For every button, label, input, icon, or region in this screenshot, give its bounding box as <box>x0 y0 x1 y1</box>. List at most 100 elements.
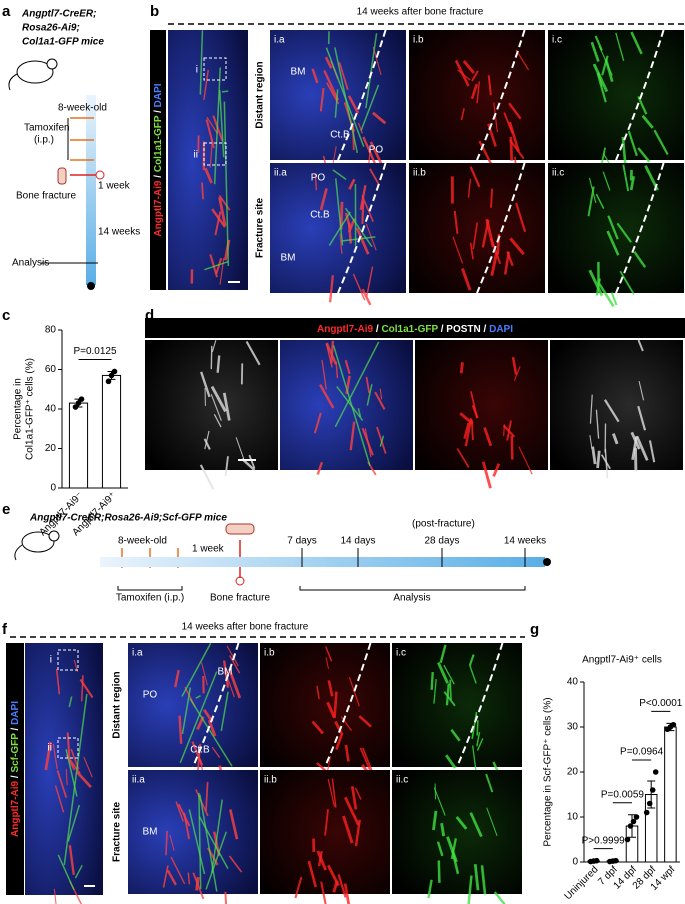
row-label: Distant region <box>255 61 266 128</box>
signal <box>470 419 474 441</box>
signal <box>319 87 325 112</box>
header-bar <box>145 318 685 338</box>
signal <box>166 869 177 886</box>
signal <box>638 380 645 401</box>
signal <box>205 119 215 149</box>
micrograph <box>270 163 406 293</box>
signal <box>469 242 474 260</box>
signal <box>460 108 465 121</box>
signal <box>67 804 81 842</box>
signal <box>511 356 518 375</box>
chart-title: Angptl7-Ai9⁺ cells <box>582 655 662 666</box>
data-point <box>72 404 79 410</box>
signal <box>330 340 335 364</box>
panel-label: a <box>2 3 11 20</box>
signal <box>343 883 351 904</box>
tile-label: ii.c <box>396 775 408 786</box>
signal <box>224 456 229 477</box>
signal <box>464 418 473 447</box>
signal <box>218 194 231 211</box>
bar <box>664 726 677 863</box>
signal <box>331 778 337 808</box>
signal <box>79 678 94 699</box>
label: 14 weeks after bone fracture <box>357 7 484 18</box>
tile-label: i.c <box>552 35 562 46</box>
signal <box>325 646 333 662</box>
signal <box>340 716 353 732</box>
signal <box>592 63 609 93</box>
stain-part: / <box>373 324 381 335</box>
signal <box>468 664 477 684</box>
signal <box>467 178 472 198</box>
annotation: BM <box>281 253 296 264</box>
signal <box>619 270 635 295</box>
signal <box>354 787 362 800</box>
timepoint: 14 days <box>340 536 375 547</box>
signal <box>192 872 205 900</box>
signal <box>449 679 452 701</box>
signal <box>294 876 303 899</box>
signal <box>508 121 520 152</box>
signal <box>604 448 609 479</box>
signal <box>633 250 647 268</box>
row-label: Fracture site <box>255 198 266 258</box>
tile-label: ii.b <box>413 168 426 179</box>
tile-label: i.b <box>264 648 275 659</box>
signal <box>450 838 457 860</box>
label: 14 weeks <box>98 227 140 238</box>
p-value: P=0.0964 <box>620 747 664 758</box>
micrograph <box>392 643 522 767</box>
annotation: BM <box>218 667 233 678</box>
signal <box>344 212 352 229</box>
signal <box>56 770 68 798</box>
timepoint: 14 weeks <box>504 536 546 547</box>
signal <box>199 794 218 892</box>
label: 1 week <box>192 544 225 555</box>
signal <box>204 167 213 184</box>
signal <box>332 169 347 180</box>
signal <box>175 801 184 822</box>
micrograph <box>392 770 522 894</box>
side-bar <box>6 643 24 895</box>
signal <box>334 341 380 428</box>
label: Analysis <box>393 593 430 604</box>
signal <box>379 388 383 400</box>
signal <box>595 409 600 439</box>
data-point <box>630 818 637 825</box>
signal <box>80 675 84 702</box>
signal <box>337 874 347 898</box>
annotation: Ct.B <box>190 745 210 756</box>
data-point <box>78 396 85 402</box>
signal <box>335 361 339 379</box>
label: Tamoxifen <box>24 123 70 134</box>
signal <box>469 812 483 838</box>
p-value: P=0.0059 <box>601 789 645 800</box>
micrograph <box>25 643 103 895</box>
signal <box>606 230 620 256</box>
signal <box>513 366 521 381</box>
signal <box>433 678 437 704</box>
data-point <box>670 721 677 728</box>
data-point <box>627 823 634 829</box>
signal <box>637 339 644 352</box>
signal <box>476 731 481 747</box>
signal <box>248 454 256 469</box>
signal <box>439 644 447 664</box>
signal <box>588 177 597 204</box>
signal <box>450 728 461 742</box>
signal <box>471 70 479 82</box>
stain-label: Angptl7-Ai9 / Col1a1-GFP / POSTN / DAPI <box>317 324 513 335</box>
label: (i.p.) <box>34 135 54 146</box>
stain-part: Col1a1-GFP <box>381 324 438 335</box>
signal <box>455 816 468 830</box>
signal <box>53 888 57 904</box>
signal <box>596 450 601 469</box>
stain-part: / <box>10 773 21 781</box>
signal <box>211 799 223 873</box>
signal <box>462 60 475 74</box>
signal <box>334 89 339 118</box>
signal <box>178 715 183 744</box>
annotation: Ct.B <box>310 210 330 221</box>
signal <box>490 251 499 277</box>
row-label: Fracture site <box>112 802 123 862</box>
